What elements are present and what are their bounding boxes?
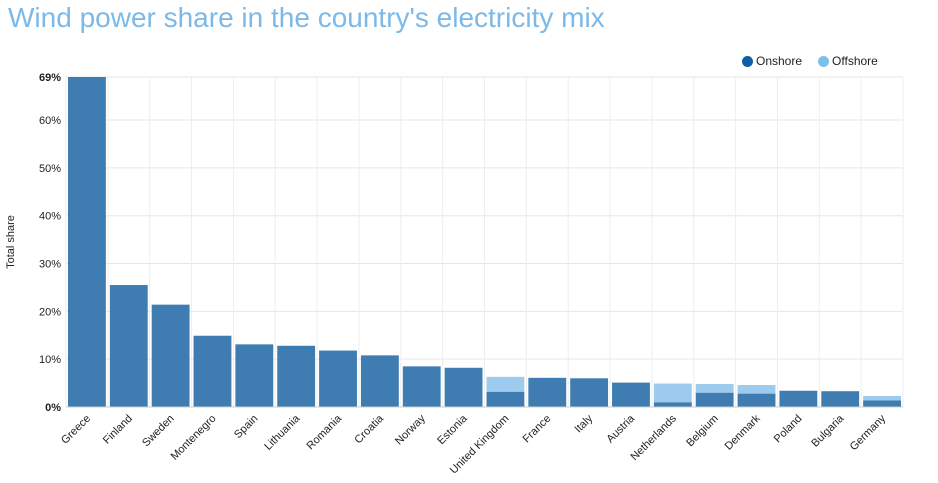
bar-onshore-croatia bbox=[360, 355, 399, 407]
y-tick-label: 50% bbox=[39, 163, 61, 175]
chart-title: Wind power share in the country's electr… bbox=[8, 2, 605, 33]
y-tick-label: 30% bbox=[39, 259, 61, 271]
y-tick-label: 10% bbox=[39, 354, 61, 366]
bar-onshore-austria bbox=[612, 382, 650, 407]
bar-offshore-united-kingdom bbox=[486, 376, 525, 392]
legend-label-onshore: Onshore bbox=[756, 54, 803, 68]
x-tick-label: Austria bbox=[604, 412, 637, 445]
bar-onshore-sweden bbox=[151, 304, 190, 407]
bar-onshore-estonia bbox=[444, 367, 483, 407]
x-tick-label: Finland bbox=[101, 413, 135, 447]
bar-onshore-montenegro bbox=[193, 335, 232, 407]
x-tick-label: Norway bbox=[393, 412, 428, 447]
x-tick-label: Netherlands bbox=[629, 412, 680, 463]
bar-offshore-denmark bbox=[737, 385, 776, 394]
y-axis-label: Total share bbox=[5, 215, 17, 269]
y-tick-label: 60% bbox=[39, 115, 61, 127]
x-tick-label: Greece bbox=[59, 413, 93, 447]
x-tick-label: Spain bbox=[232, 413, 260, 441]
x-tick-label: Sweden bbox=[140, 413, 177, 450]
bar-onshore-lithuania bbox=[277, 345, 316, 407]
x-tick-label: France bbox=[521, 413, 554, 446]
x-tick-label: Romania bbox=[305, 412, 345, 452]
bar-onshore-poland bbox=[779, 390, 818, 407]
bar-onshore-france bbox=[528, 377, 567, 407]
bar-onshore-germany bbox=[863, 400, 901, 407]
x-tick-label: Lithuania bbox=[262, 412, 303, 453]
legend-item-offshore[interactable]: Offshore bbox=[818, 54, 878, 68]
y-tick-label: 0% bbox=[45, 402, 61, 414]
x-tick-label: Bulgaria bbox=[809, 412, 847, 450]
bar-offshore-netherlands bbox=[653, 383, 692, 403]
legend-item-onshore[interactable]: Onshore bbox=[742, 54, 802, 68]
bar-onshore-finland bbox=[109, 285, 148, 407]
bar-onshore-netherlands bbox=[653, 402, 692, 407]
bar-onshore-greece bbox=[68, 77, 106, 407]
legend: Onshore Offshore bbox=[742, 54, 878, 68]
x-tick-label: Croatia bbox=[352, 412, 386, 446]
bar-onshore-united-kingdom bbox=[486, 391, 525, 407]
bar-onshore-romania bbox=[319, 350, 357, 407]
x-tick-label: Belgium bbox=[684, 413, 721, 450]
x-tick-label: Denmark bbox=[723, 412, 763, 452]
y-tick-label: 69% bbox=[39, 72, 61, 84]
y-tick-label: 40% bbox=[39, 211, 61, 223]
x-tick-label: Poland bbox=[772, 413, 805, 446]
bar-onshore-spain bbox=[235, 344, 274, 407]
legend-label-offshore: Offshore bbox=[832, 54, 878, 68]
x-tick-label: Germany bbox=[848, 412, 889, 453]
legend-swatch-onshore bbox=[742, 55, 753, 67]
bar-onshore-belgium bbox=[695, 392, 734, 407]
bar-onshore-bulgaria bbox=[821, 391, 860, 407]
bar-onshore-denmark bbox=[737, 393, 776, 407]
bar-offshore-belgium bbox=[695, 384, 734, 393]
bar-offshore-germany bbox=[863, 396, 901, 401]
bar-onshore-norway bbox=[402, 366, 441, 407]
bar-onshore-italy bbox=[570, 378, 609, 407]
x-tick-label: Estonia bbox=[435, 412, 470, 447]
x-tick-label: Italy bbox=[572, 412, 595, 435]
y-tick-label: 20% bbox=[39, 306, 61, 318]
legend-swatch-offshore bbox=[818, 55, 830, 67]
x-tick-label: Montenegro bbox=[169, 413, 219, 463]
